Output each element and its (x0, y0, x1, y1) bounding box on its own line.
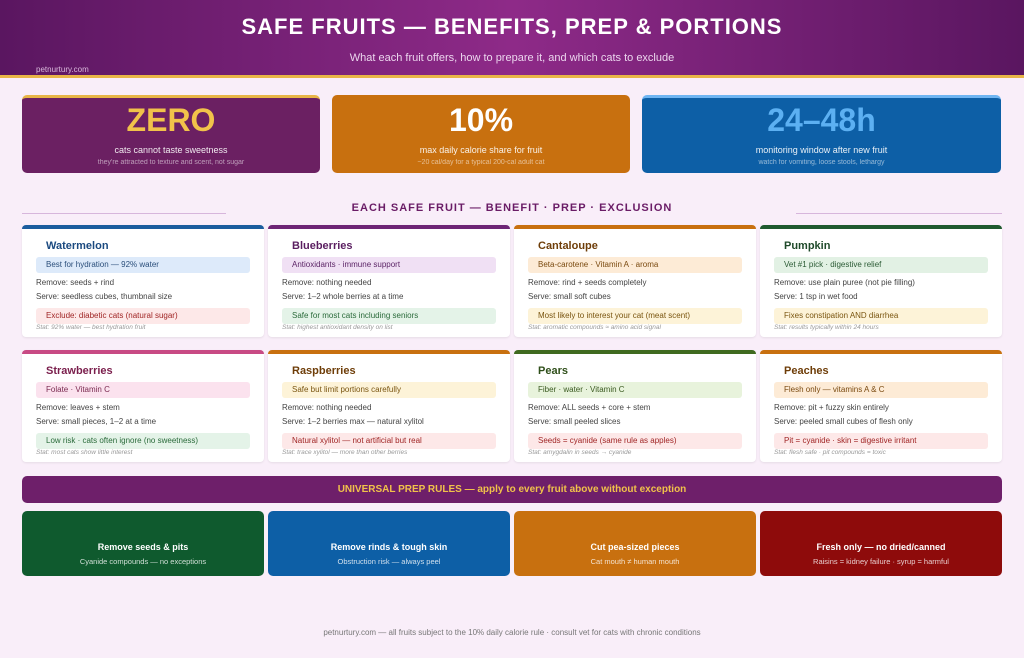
note-pill (774, 308, 988, 324)
note: Safe for most cats including seniors (292, 311, 419, 320)
rule-title: Fresh only — no dried/canned (816, 542, 946, 552)
benefit: Fiber · water · Vitamin C (538, 385, 625, 394)
benefit-pill (528, 257, 742, 273)
note-pill (282, 433, 496, 449)
stat-note: ~20 cal/day for a typical 200-cal adult … (417, 159, 545, 166)
source: petnurtury.com (36, 65, 89, 74)
rule-line (22, 213, 226, 214)
note: Pit = cyanide · skin = digestive irritan… (784, 436, 917, 445)
serve: Serve: 1–2 berries max — natural xylitol (282, 417, 424, 426)
rule-text: Cyanide compounds — no exceptions (79, 557, 207, 566)
serve: Serve: small pieces, 1–2 at a time (36, 417, 157, 426)
stat-card (22, 95, 320, 173)
benefit: Flesh only — vitamins A & C (784, 385, 885, 394)
section-title: EACH SAFE FRUIT — BENEFIT · PREP · EXCLU… (351, 202, 673, 214)
note-pill (36, 308, 250, 324)
benefit: Vet #1 pick · digestive relief (784, 260, 882, 269)
remove: Remove: use plain puree (not pie filling… (774, 278, 915, 287)
remove: Remove: seeds + rind (36, 278, 115, 287)
fruit-name: Blueberries (292, 240, 353, 252)
note-pill (282, 308, 496, 324)
serve: Serve: 1–2 whole berries at a time (282, 292, 404, 301)
fruit-name: Raspberries (292, 365, 356, 377)
note: Exclude: diabetic cats (natural sugar) (46, 311, 178, 320)
rule-text: Obstruction risk — always peel (337, 557, 441, 566)
rule-line (796, 213, 1002, 214)
stat-caption: max daily calorie share for fruit (419, 145, 543, 155)
footer: petnurtury.com — all fruits subject to t… (323, 628, 701, 637)
serve: Serve: small peeled slices (528, 417, 621, 426)
stat: Stat: results typically within 24 hours (774, 324, 879, 331)
benefit-pill (774, 382, 988, 398)
benefit: Best for hydration — 92% water (46, 260, 159, 269)
remove: Remove: ALL seeds + core + stem (528, 403, 651, 412)
stat: Stat: most cats show little interest (36, 449, 133, 456)
stat: Stat: amygdalin in seeds → cyanide (528, 449, 632, 456)
rule-text: Raisins = kidney failure · syrup = harmf… (813, 557, 949, 566)
rule-card (22, 511, 264, 576)
benefit-pill (282, 382, 496, 398)
note: Natural xylitol — not artificial but rea… (292, 436, 422, 445)
rule-title: Remove seeds & pits (97, 542, 189, 552)
benefit: Folate · Vitamin C (46, 385, 110, 394)
note: Low risk · cats often ignore (no sweetne… (46, 436, 199, 445)
stat-card (332, 95, 630, 173)
note-pill (528, 433, 742, 449)
benefit: Safe but limit portions carefully (292, 385, 401, 394)
title: SAFE FRUITS — BENEFITS, PREP & PORTIONS (241, 14, 783, 39)
benefit-pill (36, 257, 250, 273)
fruit-name: Cantaloupe (538, 240, 598, 252)
subtitle: What each fruit offers, how to prepare i… (349, 52, 675, 64)
stat-note: watch for vomiting, loose stools, lethar… (758, 159, 885, 166)
stat: Stat: trace xylitol — more than other be… (282, 449, 408, 456)
fruit-name: Peaches (784, 365, 829, 377)
note: Most likely to interest your cat (meat s… (538, 311, 691, 320)
rule-text: Cat mouth ≠ human mouth (590, 557, 680, 566)
benefit-pill (36, 382, 250, 398)
remove: Remove: nothing needed (282, 403, 372, 412)
stat-card (642, 95, 1001, 173)
stat: Stat: flesh safe · pit compounds = toxic (774, 449, 886, 456)
benefit: Antioxidants · immune support (292, 260, 401, 269)
remove: Remove: rind + seeds completely (528, 278, 647, 287)
remove: Remove: pit + fuzzy skin entirely (774, 403, 889, 412)
rule-card (514, 511, 756, 576)
header (0, 0, 1024, 78)
benefit-pill (282, 257, 496, 273)
serve: Serve: peeled small cubes of flesh only (774, 417, 913, 426)
stat-note: they're attracted to texture and scent, … (97, 159, 245, 166)
rules-banner: UNIVERSAL PREP RULES — apply to every fr… (22, 476, 1002, 503)
serve: Serve: seedless cubes, thumbnail size (36, 292, 173, 301)
fruit-name: Watermelon (46, 240, 109, 252)
stat-caption: monitoring window after new fruit (755, 145, 888, 155)
benefit-pill (774, 257, 988, 273)
rule-card (760, 511, 1002, 576)
stat-value: 24–48h (767, 102, 876, 138)
benefit-pill (528, 382, 742, 398)
stat: Stat: 92% water — best hydration fruit (36, 324, 146, 331)
serve: Serve: small soft cubes (528, 292, 611, 301)
fruit-name: Pears (538, 365, 568, 377)
remove: Remove: leaves + stem (36, 403, 120, 412)
stat-value: ZERO (126, 102, 216, 138)
stat: Stat: aromatic compounds ≈ amino acid si… (528, 324, 661, 331)
stat-value: 10% (448, 102, 514, 138)
stat: Stat: highest antioxidant density on lis… (282, 324, 393, 331)
fruit-name: Pumpkin (784, 240, 831, 252)
note: Seeds = cyanide (same rule as apples) (538, 436, 677, 445)
rule-title: Cut pea-sized pieces (590, 542, 680, 552)
rule-title: Remove rinds & tough skin (330, 542, 448, 552)
benefit: Beta-carotene · Vitamin A · aroma (538, 260, 659, 269)
stat-caption: cats cannot taste sweetness (114, 145, 228, 155)
remove: Remove: nothing needed (282, 278, 372, 287)
serve: Serve: 1 tsp in wet food (774, 292, 858, 301)
rule-card (268, 511, 510, 576)
note-pill (36, 433, 250, 449)
note-pill (774, 433, 988, 449)
fruit-name: Strawberries (46, 365, 113, 377)
note-pill (528, 308, 742, 324)
note: Fixes constipation AND diarrhea (784, 311, 899, 320)
